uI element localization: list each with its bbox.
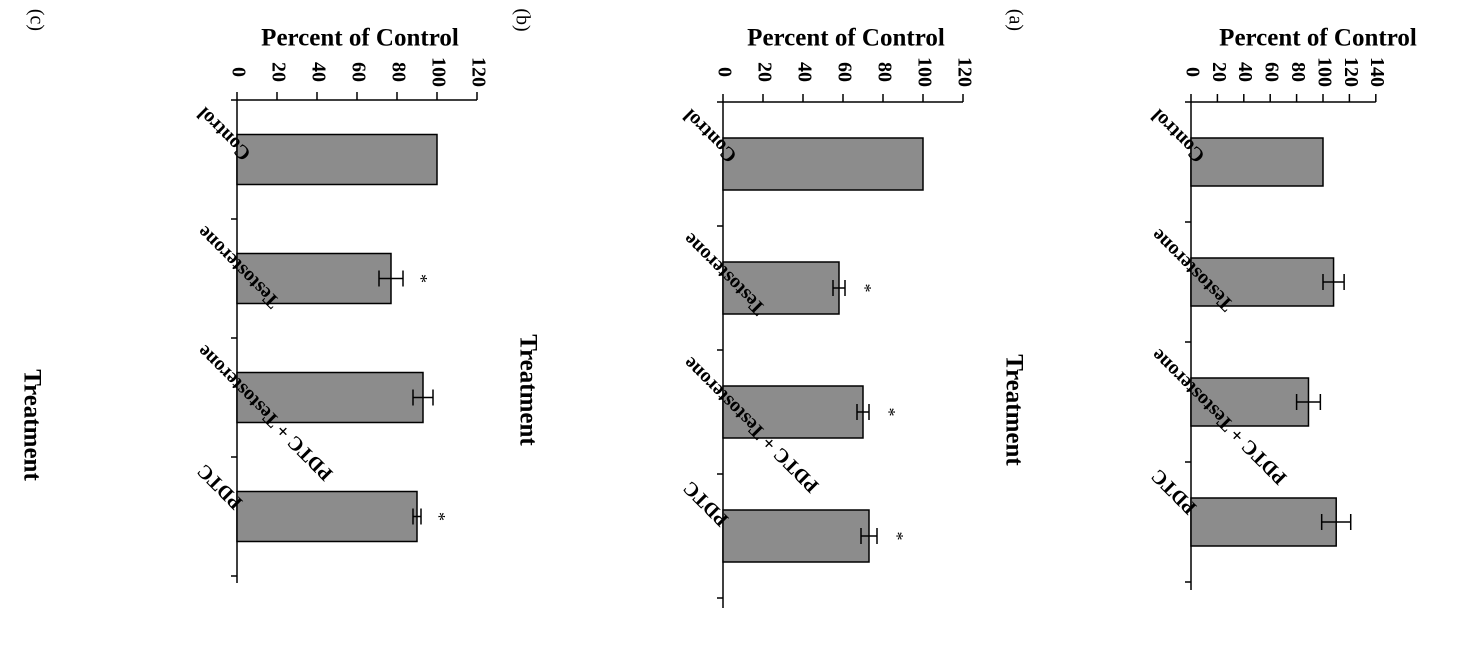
value-tick-label: 100 xyxy=(913,57,935,87)
value-tick-label: 60 xyxy=(833,62,855,82)
value-tick-label: 0 xyxy=(1181,67,1203,77)
bar-control xyxy=(236,133,438,186)
value-tick-label: 120 xyxy=(467,57,489,87)
y-axis-title: Percent of Control xyxy=(261,25,459,52)
category-label: Control xyxy=(193,102,256,165)
panel-label: (c) xyxy=(25,9,47,31)
value-tick-label: 140 xyxy=(1366,57,1388,87)
bar-pdtc xyxy=(236,490,418,543)
panel-label: (a) xyxy=(1004,9,1026,31)
bar-pdtc xyxy=(1190,497,1337,547)
value-tick-label: 80 xyxy=(873,62,895,82)
value-tick-label: 120 xyxy=(1340,57,1362,87)
panel-label: (b) xyxy=(511,8,533,31)
value-tick-label: 100 xyxy=(1313,57,1335,87)
category-label: Control xyxy=(1147,104,1210,167)
bar-pdtc xyxy=(722,509,870,563)
chart-panel-1: 0 20 40 60 80 100 120 140ControlTestosteronePDT… xyxy=(1000,9,1417,590)
value-tick-label: 80 xyxy=(1287,62,1309,82)
chart-panel-3: 0 20 40 60 80 100 120Control*TestosteronePDTC … xyxy=(18,9,489,583)
value-tick-label: 40 xyxy=(1234,62,1256,82)
significance-marker: * xyxy=(887,532,907,541)
category-label: Control xyxy=(679,104,742,167)
significance-marker: * xyxy=(429,512,449,521)
y-axis-title: Percent of Control xyxy=(747,25,945,52)
value-tick-label: 20 xyxy=(1208,62,1230,82)
category-label: PDTC xyxy=(1147,464,1201,518)
chart-panel-2: 0 20 40 60 80 100 120Control*Testosterone*PDTC… xyxy=(511,8,975,608)
significance-marker: * xyxy=(879,408,899,417)
x-axis-title: Treatment xyxy=(1000,354,1027,466)
value-tick-label: 0 xyxy=(227,67,249,77)
value-tick-label: 100 xyxy=(427,57,449,87)
category-label: PDTC xyxy=(679,476,733,530)
bar-pdtc-testosterone xyxy=(236,371,424,424)
value-tick-label: 20 xyxy=(753,62,775,82)
bar-control xyxy=(722,137,924,191)
x-axis-title: Treatment xyxy=(514,334,541,446)
x-axis-title: Treatment xyxy=(18,369,45,481)
value-tick-label: 60 xyxy=(347,62,369,82)
bar-control xyxy=(1190,137,1324,187)
y-axis-title: Percent of Control xyxy=(1219,25,1417,52)
value-tick-label: 60 xyxy=(1261,62,1283,82)
value-tick-label: 40 xyxy=(793,62,815,82)
bar-pdtc-testosterone xyxy=(722,385,864,439)
bar-testosterone xyxy=(236,252,392,305)
significance-marker: * xyxy=(855,284,875,293)
value-tick-label: 80 xyxy=(387,62,409,82)
value-tick-label: 120 xyxy=(953,57,975,87)
significance-marker: * xyxy=(411,274,431,283)
value-tick-label: 40 xyxy=(307,62,329,82)
category-label: PDTC xyxy=(193,459,247,513)
value-tick-label: 20 xyxy=(267,62,289,82)
bar-testosterone xyxy=(1190,257,1335,307)
value-tick-label: 0 xyxy=(713,67,735,77)
